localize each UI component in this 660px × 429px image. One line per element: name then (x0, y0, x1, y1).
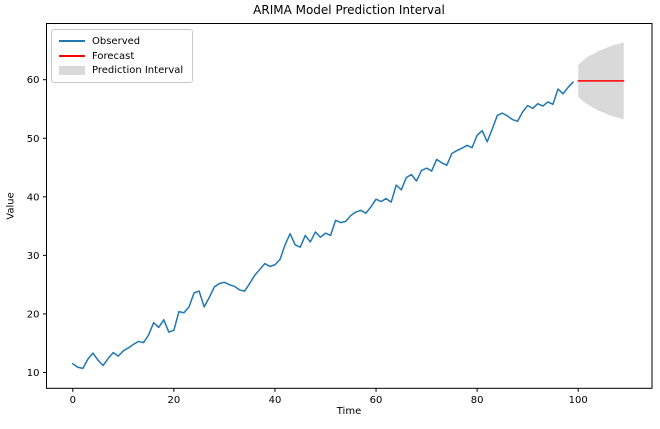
y-tick-label: 60 (27, 75, 40, 86)
plot-frame (46, 23, 653, 389)
x-tick-label: 40 (269, 395, 282, 406)
x-tick-label: 60 (370, 395, 383, 406)
legend-label-prediction-interval: Prediction Interval (92, 65, 184, 77)
x-tick-label: 0 (70, 395, 76, 406)
y-tick-label: 20 (27, 309, 40, 320)
x-tick-label: 80 (471, 395, 484, 406)
x-tick-label: 20 (168, 395, 181, 406)
forecast-line-swatch (59, 55, 85, 57)
y-tick-label: 10 (27, 368, 40, 379)
y-tick-label: 50 (27, 134, 40, 145)
y-tick-label: 40 (27, 192, 40, 203)
x-axis-label: Time (336, 406, 362, 417)
legend-item-forecast: Forecast (59, 49, 186, 64)
observed-line-swatch (59, 40, 85, 43)
chart-title: ARIMA Model Prediction Interval (253, 3, 445, 17)
legend-label-forecast: Forecast (92, 50, 135, 62)
legend-item-prediction-interval: Prediction Interval (59, 63, 186, 78)
legend-label-observed: Observed (92, 35, 141, 47)
y-axis-label: Value (5, 192, 17, 220)
observed-line (72, 81, 574, 370)
legend: Observed Forecast Prediction Interval (51, 29, 193, 83)
prediction-interval-swatch (59, 66, 85, 76)
x-tick-label: 100 (569, 395, 588, 406)
y-tick-label: 30 (27, 251, 40, 262)
legend-item-observed: Observed (59, 34, 186, 49)
